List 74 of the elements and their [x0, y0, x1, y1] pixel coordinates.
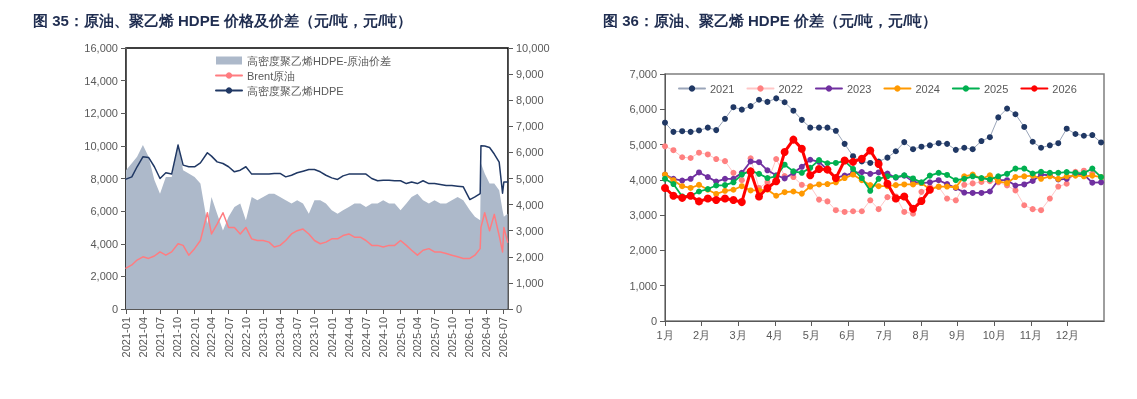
x-tick-label: 8月 [912, 328, 930, 341]
y-tick-label: 14,000 [84, 74, 118, 87]
y2-tick-label: 3,000 [516, 224, 544, 237]
y-tick-label: 10,000 [84, 139, 118, 152]
legend-label: 2024 [915, 82, 940, 95]
y2-tick-label: 7,000 [516, 120, 544, 133]
x-tick-label: 2021-01 [120, 317, 132, 358]
x-tick-label: 2月 [693, 328, 711, 341]
x-tick-label: 2024-10 [377, 317, 390, 358]
legend-label: 2023 [846, 82, 872, 95]
y2-tick-label: 1,000 [516, 276, 544, 289]
x-tick-label: 2023-01 [257, 317, 270, 358]
y2-tick-label: 8,000 [516, 94, 544, 107]
x-tick-label: 3月 [729, 328, 747, 341]
y2-tick-label: 6,000 [516, 146, 544, 159]
y2-tick-label: 0 [516, 303, 523, 315]
x-tick-label: 5月 [802, 328, 820, 341]
legend-label: 高密度聚乙烯HDPE [247, 84, 344, 97]
x-tick-label: 2024-07 [359, 317, 372, 358]
y-tick-label: 3,000 [629, 209, 657, 222]
legend-label: 2025 [983, 82, 1009, 95]
chart-title: 图 36：原油、聚乙烯 HDPE 价差（元/吨，元/吨） [603, 12, 938, 29]
y-tick-label: 16,000 [84, 42, 118, 54]
y2-tick-label: 4,000 [516, 198, 544, 211]
legend-label: Brent原油 [247, 69, 296, 82]
y-tick-label: 7,000 [629, 68, 657, 80]
x-tick-label: 1月 [656, 328, 674, 341]
legend-label: 2021 [710, 82, 735, 95]
y-tick-label: 4,000 [90, 237, 118, 250]
y2-tick-label: 5,000 [516, 172, 544, 185]
y-tick-label: 12,000 [84, 107, 118, 120]
legend-label: 2026 [1052, 82, 1077, 95]
x-tick-label: 6月 [839, 328, 857, 341]
y-tick-label: 8,000 [90, 172, 118, 185]
x-tick-label: 2021-04 [136, 317, 149, 358]
legend-label: 高密度聚乙烯HDPE-原油价差 [247, 54, 392, 67]
x-tick-label: 2026-01 [463, 317, 476, 358]
chart-title: 图 35：原油、聚乙烯 HDPE 价格及价差（元/吨，元/吨） [33, 12, 413, 29]
x-tick-label: 2026-07 [497, 317, 510, 358]
y-tick-label: 5,000 [629, 138, 657, 151]
x-tick-label: 2022-04 [205, 317, 218, 358]
x-tick-label: 2026-04 [480, 317, 493, 358]
y-tick-label: 0 [111, 303, 118, 315]
x-tick-label: 9月 [949, 328, 967, 341]
y2-tick-label: 9,000 [516, 68, 544, 81]
x-tick-label: 2024-01 [325, 317, 338, 358]
x-tick-label: 2025-10 [445, 317, 458, 358]
y-tick-label: 1,000 [629, 279, 657, 292]
x-tick-label: 12月 [1055, 328, 1080, 341]
x-tick-label: 2021-10 [171, 317, 184, 358]
x-tick-label: 2024-04 [342, 317, 355, 358]
x-tick-label: 2023-07 [291, 317, 304, 358]
x-tick-label: 2023-04 [274, 317, 287, 358]
x-tick-label: 2025-01 [394, 317, 407, 358]
x-tick-label: 2022-07 [222, 317, 235, 358]
y-tick-label: 2,000 [629, 244, 657, 257]
y-tick-label: 4,000 [629, 173, 657, 186]
x-tick-label: 2022-01 [188, 317, 201, 358]
x-tick-label: 2021-07 [154, 317, 167, 358]
x-tick-label: 11月 [1019, 328, 1043, 341]
x-tick-label: 2023-10 [308, 317, 321, 358]
y2-tick-label: 10,000 [516, 42, 550, 54]
y-tick-label: 0 [650, 315, 657, 327]
legend-label: 2022 [778, 82, 803, 95]
x-tick-label: 7月 [875, 328, 894, 341]
x-tick-label: 10月 [982, 328, 1006, 341]
x-tick-label: 4月 [766, 328, 784, 341]
y-tick-label: 6,000 [629, 103, 657, 116]
x-tick-label: 2025-04 [411, 317, 424, 358]
y-tick-label: 6,000 [90, 205, 118, 218]
x-tick-label: 2025-07 [428, 317, 441, 358]
y-tick-label: 2,000 [90, 270, 118, 283]
y2-tick-label: 2,000 [516, 250, 544, 263]
x-tick-label: 2022-10 [239, 317, 252, 358]
